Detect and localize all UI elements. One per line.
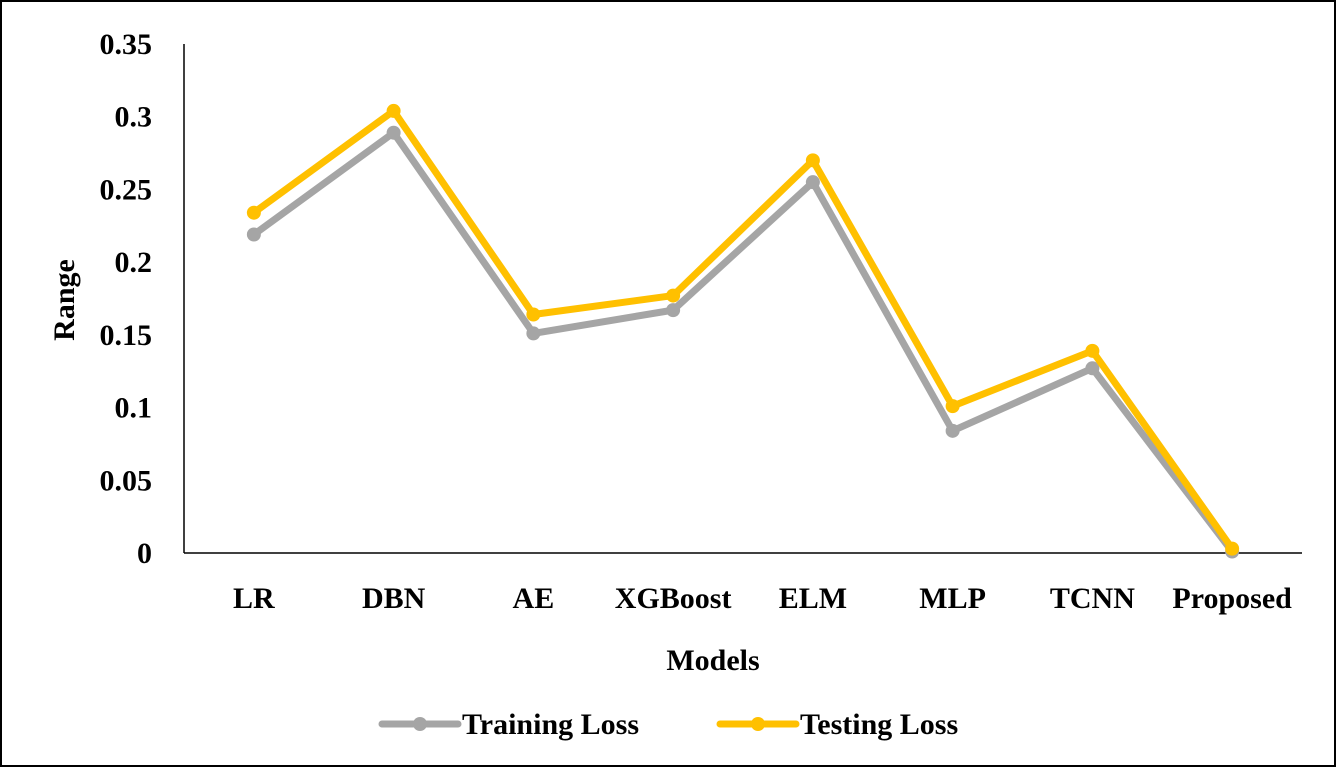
data-point: [246, 227, 261, 242]
y-tick-label: 0.35: [100, 28, 153, 61]
series-training-loss: [246, 125, 1240, 559]
x-tick-label: Proposed: [1172, 582, 1292, 615]
y-tick-label: 0.3: [115, 101, 153, 134]
legend-marker: [751, 717, 765, 731]
x-tick-label: MLP: [919, 582, 986, 615]
x-tick-label: XGBoost: [615, 582, 732, 615]
x-tick-label: TCNN: [1050, 582, 1135, 615]
legend-marker: [413, 717, 427, 731]
y-tick-label: 0.2: [115, 246, 153, 279]
data-point: [386, 103, 401, 118]
x-axis-title: Models: [666, 644, 759, 677]
data-point: [805, 153, 820, 168]
data-point: [945, 423, 960, 438]
legend-item: Testing Loss: [716, 708, 958, 741]
data-point: [945, 399, 960, 414]
x-tick-label: DBN: [362, 582, 426, 615]
plot-area: [246, 103, 1240, 559]
legend-item: Training Loss: [378, 708, 639, 741]
x-tick-label: ELM: [779, 582, 847, 615]
y-tick-label: 0.15: [100, 319, 153, 352]
data-point: [666, 288, 681, 303]
x-tick-label: LR: [233, 582, 275, 615]
y-tick-label: 0.1: [115, 392, 153, 425]
data-point: [526, 307, 541, 322]
y-axis-title: Range: [48, 259, 81, 341]
series-line: [250, 107, 1236, 553]
legend-label: Training Loss: [462, 708, 639, 741]
data-point: [526, 326, 541, 341]
y-tick-label: 0.25: [100, 173, 153, 206]
y-tick-label: 0: [137, 537, 152, 570]
y-axis: 0 0.05 0.1 0.15 0.2 0.25 0.3 0.35: [100, 28, 185, 570]
data-point: [666, 303, 681, 318]
legend-label: Testing Loss: [800, 708, 958, 741]
data-point: [805, 175, 820, 190]
series-testing-loss: [246, 103, 1240, 556]
x-tick-label: AE: [513, 582, 555, 615]
data-point: [246, 205, 261, 220]
data-point: [1225, 541, 1240, 556]
legend: Training Loss Testing Loss: [378, 708, 958, 741]
data-point: [1085, 361, 1100, 376]
y-tick-label: 0.05: [100, 464, 153, 497]
series-line: [250, 129, 1236, 556]
data-point: [386, 125, 401, 140]
x-axis: LR DBN AE XGBoost ELM MLP TCNN Proposed: [184, 552, 1302, 615]
data-point: [1085, 343, 1100, 358]
